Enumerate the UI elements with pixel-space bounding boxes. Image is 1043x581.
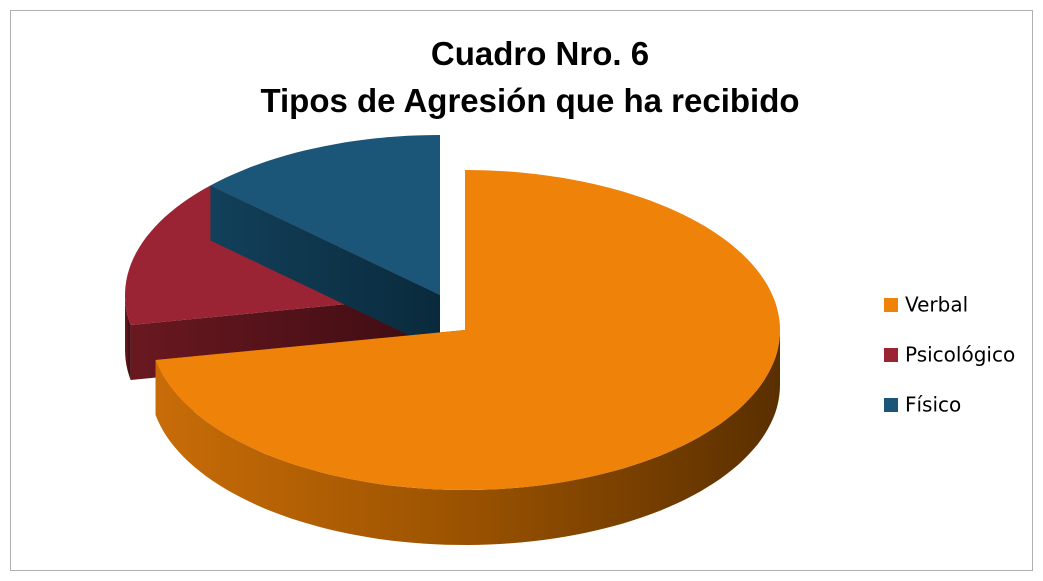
legend-label: Verbal bbox=[905, 293, 968, 317]
chart-subtitle: Tipos de Agresión que ha recibido bbox=[260, 82, 799, 119]
legend-swatch bbox=[884, 298, 898, 312]
slice-wall bbox=[210, 185, 440, 350]
slice-side bbox=[125, 295, 131, 380]
legend-swatch bbox=[884, 348, 898, 362]
slice bbox=[210, 135, 440, 295]
chart-title: Cuadro Nro. 6 bbox=[431, 35, 649, 72]
legend-label: Físico bbox=[905, 393, 961, 417]
legend-swatch bbox=[884, 398, 898, 412]
slice-side bbox=[155, 330, 781, 545]
slice bbox=[155, 170, 781, 490]
legend-label: Psicológico bbox=[905, 343, 1015, 367]
